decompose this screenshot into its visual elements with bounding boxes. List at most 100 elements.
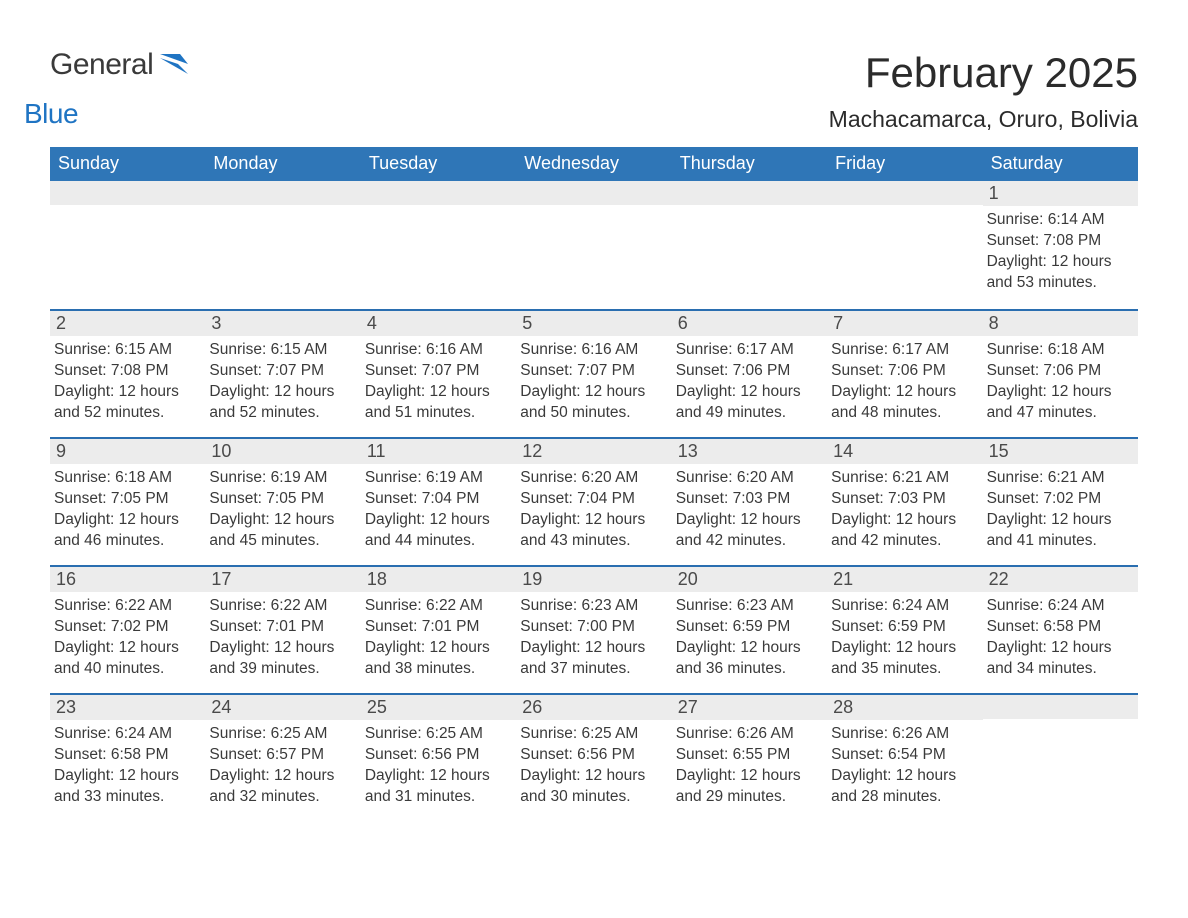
day-cell: 10Sunrise: 6:19 AMSunset: 7:05 PMDayligh… xyxy=(205,439,360,565)
day-number xyxy=(50,181,205,205)
day-data-line: Sunset: 6:59 PM xyxy=(676,617,821,638)
day-data: Sunrise: 6:20 AMSunset: 7:04 PMDaylight:… xyxy=(520,468,665,552)
day-cell: 16Sunrise: 6:22 AMSunset: 7:02 PMDayligh… xyxy=(50,567,205,693)
day-cell: 14 Sunrise: 6:21 AMSunset: 7:03 PMDayligh… xyxy=(827,439,982,565)
day-number: 4 xyxy=(361,311,516,336)
day-cell: 5Sunrise: 6:16 AMSunset: 7:07 PMDaylight… xyxy=(516,311,671,437)
day-data-line: Sunset: 7:01 PM xyxy=(365,617,510,638)
day-data-line: Sunset: 7:05 PM xyxy=(209,489,354,510)
day-data-line: Sunrise: 6:20 AM xyxy=(676,468,821,489)
day-number: 27 xyxy=(672,695,827,720)
day-data-line: Daylight: 12 hours xyxy=(520,382,665,403)
day-data-line: and 51 minutes. xyxy=(365,403,510,424)
day-cell: 12Sunrise: 6:20 AMSunset: 7:04 PMDayligh… xyxy=(516,439,671,565)
day-cell: 24 Sunrise: 6:25 AMSunset: 6:57 PMDayligh… xyxy=(205,695,360,821)
day-data-line: Daylight: 12 hours xyxy=(831,510,976,531)
day-data: Sunrise: 6:21 AMSunset: 7:02 PMDaylight:… xyxy=(987,468,1132,552)
day-data-line: Sunset: 7:03 PM xyxy=(831,489,976,510)
day-data-line: Daylight: 12 hours xyxy=(365,510,510,531)
day-data-line: Daylight: 12 hours xyxy=(365,382,510,403)
day-data-line: Sunrise: 6:24 AM xyxy=(831,596,976,617)
day-data-line: Daylight: 12 hours xyxy=(520,638,665,659)
day-data-line: Sunrise: 6:22 AM xyxy=(54,596,199,617)
weeks-container: 1Sunrise: 6:14 AMSunset: 7:08 PMDaylight… xyxy=(50,181,1138,821)
day-cell: 27 Sunrise: 6:26 AMSunset: 6:55 PMDayligh… xyxy=(672,695,827,821)
day-data-line: and 49 minutes. xyxy=(676,403,821,424)
day-data-line: Sunset: 7:04 PM xyxy=(365,489,510,510)
day-data-line: and 42 minutes. xyxy=(676,531,821,552)
day-data-line: Daylight: 12 hours xyxy=(54,766,199,787)
day-cell: 1Sunrise: 6:14 AMSunset: 7:08 PMDaylight… xyxy=(983,181,1138,309)
day-data: Sunrise: 6:24 AMSunset: 6:58 PMDaylight:… xyxy=(54,724,199,808)
day-data: Sunrise: 6:15 AMSunset: 7:08 PMDaylight:… xyxy=(54,340,199,424)
day-data-line: Sunrise: 6:24 AM xyxy=(987,596,1132,617)
day-data-line: and 46 minutes. xyxy=(54,531,199,552)
day-number: 14 xyxy=(827,439,982,464)
day-data: Sunrise: 6:21 AMSunset: 7:03 PMDaylight:… xyxy=(831,468,976,552)
day-data: Sunrise: 6:24 AMSunset: 6:59 PMDaylight:… xyxy=(831,596,976,680)
day-data-line: Sunrise: 6:17 AM xyxy=(831,340,976,361)
weekday-header-row: Sunday Monday Tuesday Wednesday Thursday… xyxy=(50,147,1138,181)
title-block: February 2025 Machacamarca, Oruro, Boliv… xyxy=(829,50,1138,133)
day-data: Sunrise: 6:19 AMSunset: 7:04 PMDaylight:… xyxy=(365,468,510,552)
day-number: 26 xyxy=(516,695,671,720)
day-data-line: Daylight: 12 hours xyxy=(987,510,1132,531)
day-data: Sunrise: 6:17 AMSunset: 7:06 PMDaylight:… xyxy=(831,340,976,424)
day-cell: 8Sunrise: 6:18 AMSunset: 7:06 PMDaylight… xyxy=(983,311,1138,437)
day-data-line: Sunset: 7:06 PM xyxy=(987,361,1132,382)
day-number: 24 xyxy=(205,695,360,720)
day-data-line: and 52 minutes. xyxy=(54,403,199,424)
day-data-line: Daylight: 12 hours xyxy=(831,382,976,403)
day-data-line: Daylight: 12 hours xyxy=(676,382,821,403)
day-number xyxy=(983,695,1138,719)
day-data-line: Sunrise: 6:21 AM xyxy=(987,468,1132,489)
logo-general-text: General xyxy=(50,48,153,81)
day-data-line: Sunrise: 6:18 AM xyxy=(54,468,199,489)
day-data-line: and 53 minutes. xyxy=(987,273,1132,294)
day-cell: 17Sunrise: 6:22 AMSunset: 7:01 PMDayligh… xyxy=(205,567,360,693)
day-data-line: and 33 minutes. xyxy=(54,787,199,808)
day-cell: 20Sunrise: 6:23 AMSunset: 6:59 PMDayligh… xyxy=(672,567,827,693)
day-data-line: Sunset: 6:58 PM xyxy=(987,617,1132,638)
day-number: 25 xyxy=(361,695,516,720)
week-row: 23Sunrise: 6:24 AMSunset: 6:58 PMDayligh… xyxy=(50,693,1138,821)
day-data-line: Daylight: 12 hours xyxy=(365,766,510,787)
day-data: Sunrise: 6:16 AMSunset: 7:07 PMDaylight:… xyxy=(520,340,665,424)
day-data: Sunrise: 6:25 AMSunset: 6:57 PMDaylight:… xyxy=(209,724,354,808)
day-data-line: Daylight: 12 hours xyxy=(676,766,821,787)
day-data-line: Daylight: 12 hours xyxy=(676,510,821,531)
day-data-line: Daylight: 12 hours xyxy=(987,638,1132,659)
day-cell: 26Sunrise: 6:25 AMSunset: 6:56 PMDayligh… xyxy=(516,695,671,821)
day-data: Sunrise: 6:19 AMSunset: 7:05 PMDaylight:… xyxy=(209,468,354,552)
day-data-line: and 29 minutes. xyxy=(676,787,821,808)
day-number: 21 xyxy=(827,567,982,592)
day-data-line: Sunrise: 6:22 AM xyxy=(365,596,510,617)
day-number: 15 xyxy=(983,439,1138,464)
day-data: Sunrise: 6:17 AMSunset: 7:06 PMDaylight:… xyxy=(676,340,821,424)
day-cell xyxy=(205,181,360,309)
day-data-line: Daylight: 12 hours xyxy=(54,638,199,659)
day-data-line: Sunset: 7:00 PM xyxy=(520,617,665,638)
day-data-line: Sunrise: 6:16 AM xyxy=(520,340,665,361)
day-number: 2 xyxy=(50,311,205,336)
day-data-line: Sunset: 7:06 PM xyxy=(676,361,821,382)
day-number: 6 xyxy=(672,311,827,336)
day-data: Sunrise: 6:26 AMSunset: 6:55 PMDaylight:… xyxy=(676,724,821,808)
day-data-line: Sunset: 7:02 PM xyxy=(987,489,1132,510)
day-data-line: Sunset: 7:02 PM xyxy=(54,617,199,638)
logo-blue-text: Blue xyxy=(24,100,162,128)
day-cell xyxy=(672,181,827,309)
day-data: Sunrise: 6:16 AMSunset: 7:07 PMDaylight:… xyxy=(365,340,510,424)
day-data-line: and 38 minutes. xyxy=(365,659,510,680)
day-cell: 13Sunrise: 6:20 AMSunset: 7:03 PMDayligh… xyxy=(672,439,827,565)
day-data-line: Sunset: 6:56 PM xyxy=(520,745,665,766)
day-data-line: Daylight: 12 hours xyxy=(987,252,1132,273)
day-number: 11 xyxy=(361,439,516,464)
day-data: Sunrise: 6:22 AMSunset: 7:01 PMDaylight:… xyxy=(365,596,510,680)
day-cell: 9Sunrise: 6:18 AMSunset: 7:05 PMDaylight… xyxy=(50,439,205,565)
day-data-line: Sunrise: 6:23 AM xyxy=(520,596,665,617)
day-data-line: Sunrise: 6:24 AM xyxy=(54,724,199,745)
day-cell: 25Sunrise: 6:25 AMSunset: 6:56 PMDayligh… xyxy=(361,695,516,821)
day-cell xyxy=(50,181,205,309)
day-data-line: Sunset: 7:08 PM xyxy=(54,361,199,382)
